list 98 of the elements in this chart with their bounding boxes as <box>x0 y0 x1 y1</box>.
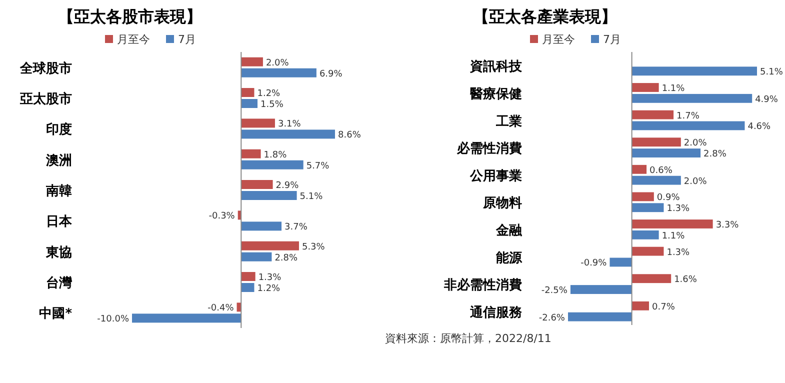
bar <box>241 99 258 108</box>
bar <box>241 252 272 262</box>
bar <box>568 312 632 322</box>
bar <box>241 180 273 189</box>
bar <box>632 138 681 147</box>
data-label: 1.3% <box>258 273 282 283</box>
y-tick-label: 必需性消費 <box>456 140 522 157</box>
data-label: 1.5% <box>260 100 284 110</box>
chart-title: 【亞太各產業表現】 <box>473 7 617 26</box>
bar <box>632 230 659 240</box>
data-label: 4.6% <box>748 122 772 132</box>
data-label: 3.7% <box>284 222 308 233</box>
y-tick-label: 中國* <box>39 306 72 322</box>
data-label: 2.0% <box>684 138 708 149</box>
y-tick-label: 工業 <box>495 114 522 130</box>
bar <box>632 66 757 76</box>
data-label: -0.9% <box>580 258 608 269</box>
bar <box>241 241 299 250</box>
bar <box>632 203 664 212</box>
data-label: 1.7% <box>676 111 700 122</box>
data-label: 8.6% <box>338 130 362 141</box>
bar <box>632 274 672 284</box>
bar <box>632 148 701 158</box>
y-tick-label: 資訊科技 <box>469 58 523 75</box>
bar <box>632 83 659 92</box>
bar <box>632 176 681 185</box>
legend-label: 7月 <box>603 33 621 46</box>
y-tick-label: 原物料 <box>482 196 522 212</box>
bar <box>632 301 649 310</box>
y-tick-label: 金融 <box>495 223 523 238</box>
bar <box>632 220 713 228</box>
data-label: -2.5% <box>541 286 568 296</box>
data-label: -10.0% <box>97 314 130 325</box>
bar <box>241 118 275 128</box>
bar <box>632 110 674 120</box>
bar <box>632 192 654 202</box>
bar <box>241 130 335 139</box>
y-tick-label: 南韓 <box>45 184 72 199</box>
data-label: 0.6% <box>650 166 673 176</box>
data-label: 2.9% <box>276 181 300 191</box>
y-tick-label: 印度 <box>46 122 72 138</box>
legend-label: 7月 <box>178 33 196 46</box>
y-tick-label: 亞太股市 <box>19 91 72 107</box>
data-label: 5.1% <box>760 68 784 78</box>
bar <box>632 121 745 130</box>
bar <box>241 68 316 78</box>
data-label: 1.3% <box>666 204 690 214</box>
data-label: 3.1% <box>278 120 302 130</box>
source-note: 資料來源：原幣計算，2022/8/11 <box>385 332 552 345</box>
data-label: 4.9% <box>755 94 778 105</box>
bar <box>241 160 304 170</box>
bar <box>241 272 256 281</box>
y-tick-label: 能源 <box>496 250 523 266</box>
data-label: 5.3% <box>302 242 326 252</box>
legend-label: 月至今 <box>542 33 575 46</box>
data-label: 5.1% <box>300 192 324 202</box>
bar <box>570 285 632 294</box>
data-label: 1.3% <box>666 248 690 258</box>
data-label: 0.7% <box>652 302 676 312</box>
y-tick-label: 日本 <box>46 214 73 230</box>
data-label: 0.9% <box>656 193 680 204</box>
bar <box>241 57 263 66</box>
data-label: -0.4% <box>208 304 234 314</box>
data-label: 1.1% <box>662 84 686 94</box>
bar <box>241 283 254 292</box>
bar <box>632 164 647 174</box>
y-tick-label: 東協 <box>45 245 72 260</box>
data-label: 1.8% <box>264 150 288 160</box>
bar <box>241 222 282 231</box>
bar <box>632 94 752 103</box>
y-tick-label: 全球股市 <box>19 60 72 76</box>
chart-title: 【亞太各股市表現】 <box>58 7 202 26</box>
data-label: 2.0% <box>266 58 290 68</box>
y-tick-label: 通信服務 <box>469 304 523 320</box>
bar <box>241 191 297 200</box>
data-label: 5.7% <box>306 161 330 172</box>
y-tick-label: 非必需性消費 <box>443 277 522 294</box>
data-label: 2.8% <box>274 253 298 264</box>
data-label: 1.2% <box>257 284 281 294</box>
bar <box>241 88 254 97</box>
bar <box>610 258 632 267</box>
bar <box>632 246 664 256</box>
legend-label: 月至今 <box>117 33 150 46</box>
data-label: -0.3% <box>208 212 236 222</box>
data-label: 1.6% <box>674 275 698 286</box>
data-label: 6.9% <box>319 69 343 80</box>
y-tick-label: 澳洲 <box>45 153 72 168</box>
data-label: 1.1% <box>662 231 686 242</box>
data-label: 1.2% <box>257 89 281 99</box>
y-tick-label: 台灣 <box>46 275 73 291</box>
bar <box>132 314 242 323</box>
data-label: 3.3% <box>716 220 740 230</box>
data-label: -2.6% <box>538 313 566 324</box>
bar <box>241 149 261 158</box>
y-tick-label: 公用事業 <box>469 168 522 184</box>
y-tick-label: 醫療保健 <box>470 86 522 102</box>
data-label: 2.8% <box>704 149 727 160</box>
data-label: 2.0% <box>684 176 708 187</box>
